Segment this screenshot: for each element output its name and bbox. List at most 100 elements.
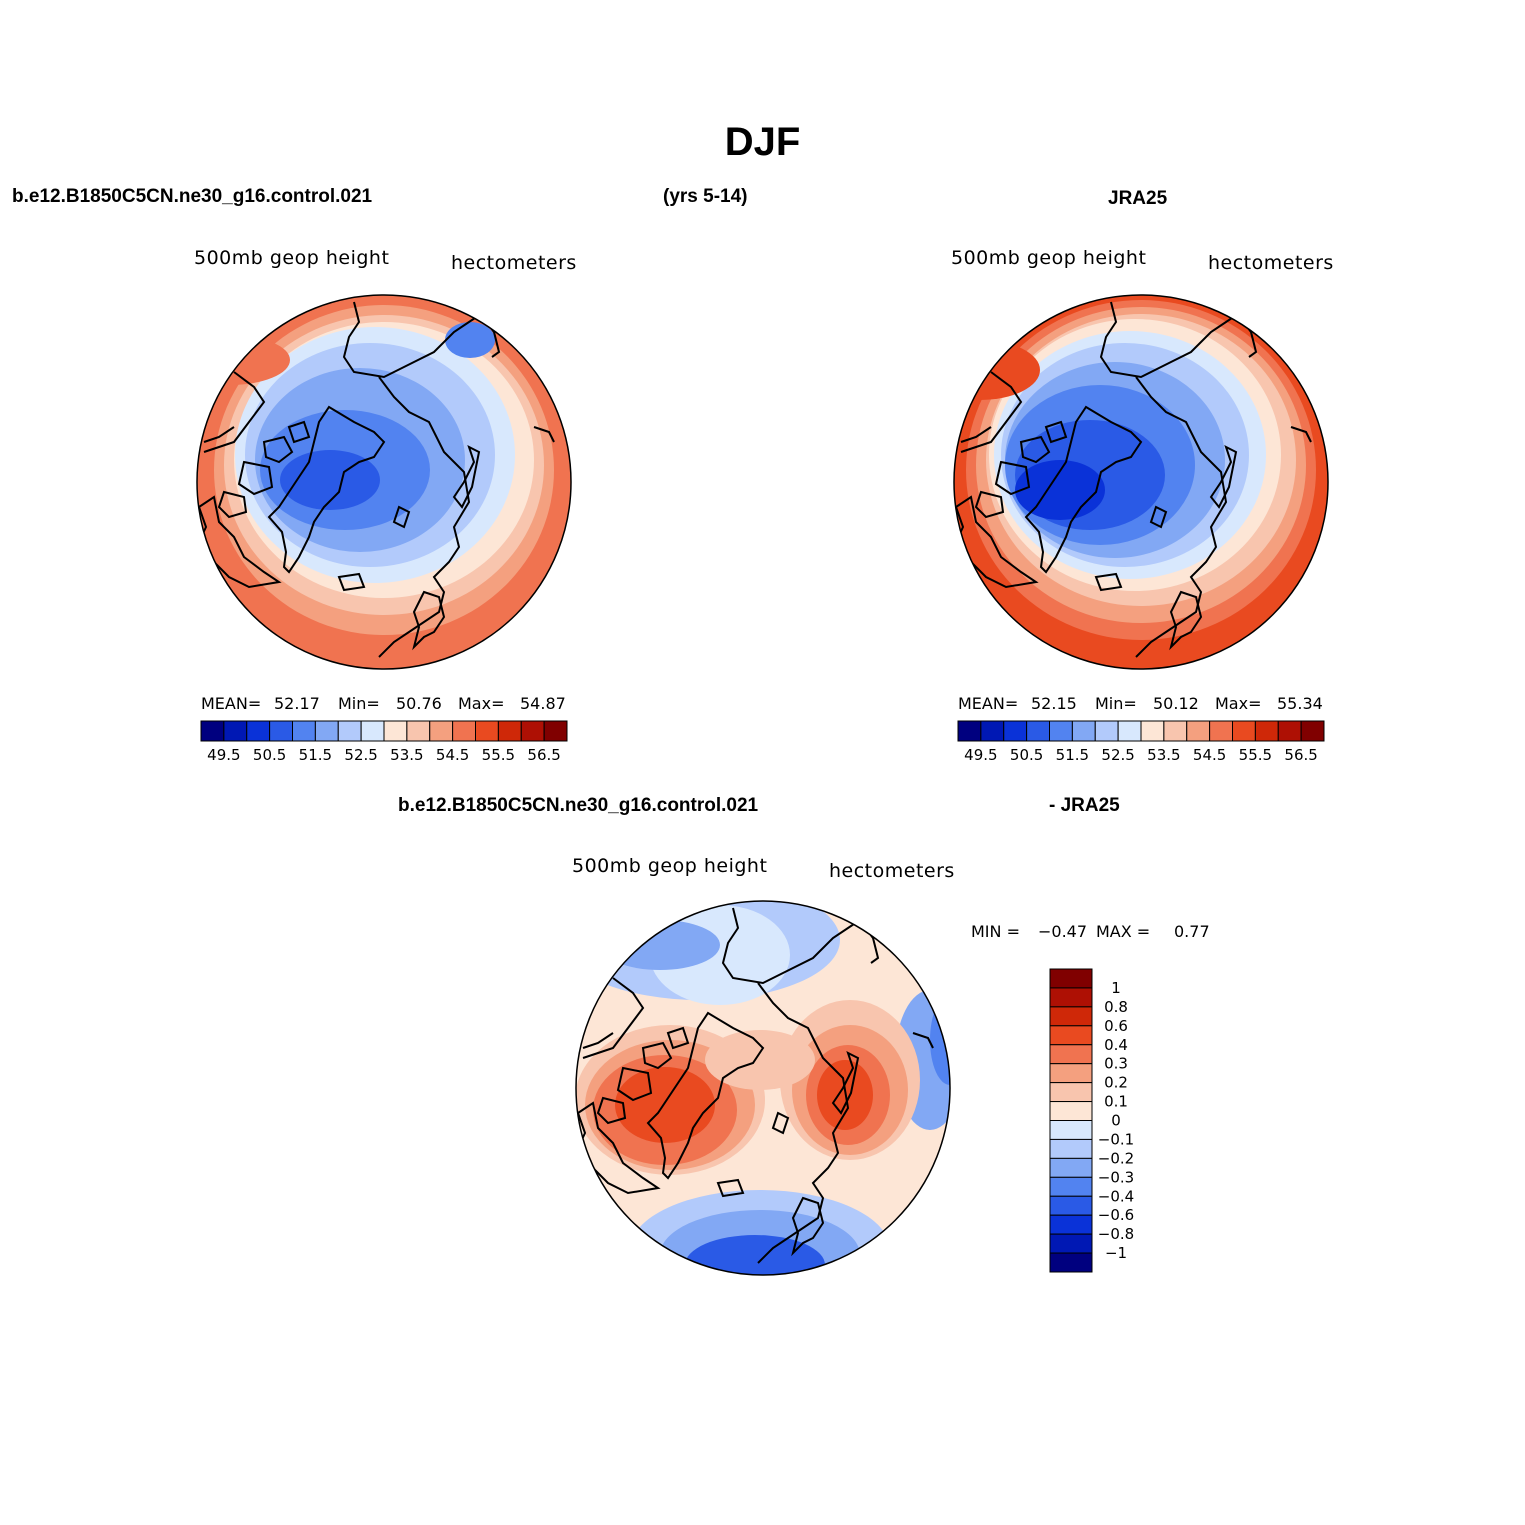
- diff-min-value: −0.47: [1038, 922, 1088, 941]
- diff-colorbar-swatch: [1049, 1006, 1093, 1027]
- model-colorbar-swatch: [337, 720, 362, 742]
- diff-max-label: MAX =: [1096, 922, 1151, 941]
- obs-colorbar-swatch: [1049, 720, 1073, 742]
- diff-colorbar-tick-label: 0.3: [1104, 1055, 1128, 1073]
- diff-colorbar-tick-label: −0.8: [1098, 1225, 1134, 1243]
- model-colorbar-tick-label: 49.5: [207, 746, 240, 764]
- obs-colorbar-tick-label: 53.5: [1147, 746, 1180, 764]
- obs-colorbar-swatch: [1140, 720, 1165, 742]
- diff-colorbar-swatch: [1049, 1233, 1093, 1254]
- obs-colorbar-swatch: [1232, 720, 1256, 742]
- obs-colorbar: 49.5 50.5 51.5 52.5 53.5 54.5 55.5 56.5: [957, 720, 1325, 764]
- obs-colorbar-swatch: [1071, 720, 1096, 742]
- model-colorbar-swatch: [452, 720, 476, 742]
- model-colorbar-swatch: [360, 720, 385, 742]
- diff-colorbar-swatch: [1049, 1082, 1093, 1103]
- model-min-label: Min=: [338, 694, 380, 713]
- diff-colorbar-tick-label: −0.4: [1098, 1187, 1134, 1205]
- diff-colorbar-tick-label: −0.3: [1098, 1168, 1134, 1186]
- model-map-border: [196, 294, 572, 670]
- years-header: (yrs 5-14): [663, 186, 748, 207]
- model-max-label: Max=: [458, 694, 505, 713]
- obs-colorbar-tick-label: 54.5: [1193, 746, 1226, 764]
- case-name-header: b.e12.B1850C5CN.ne30_g16.control.021: [12, 186, 373, 207]
- diff-max-value: 0.77: [1174, 922, 1210, 941]
- obs-colorbar-tick-label: 55.5: [1239, 746, 1272, 764]
- obs-colorbar-swatch: [1254, 720, 1279, 742]
- diff-variable-label: 500mb geop height: [572, 855, 768, 877]
- diff-colorbar-tick-label: 0.8: [1104, 998, 1128, 1016]
- model-colorbar-tick-label: 54.5: [436, 746, 469, 764]
- diff-colorbar-swatch: [1049, 1176, 1093, 1197]
- obs-variable-label: 500mb geop height: [951, 247, 1147, 269]
- diff-min-label: MIN =: [971, 922, 1020, 941]
- model-colorbar-swatch: [200, 720, 225, 742]
- model-colorbar-swatch: [314, 720, 339, 742]
- diff-colorbar-tick-label: 0.2: [1104, 1074, 1128, 1092]
- diff-colorbar-tick-label: −1: [1105, 1244, 1127, 1262]
- model-mean-label: MEAN=: [201, 694, 262, 713]
- obs-colorbar-swatch: [1026, 720, 1050, 742]
- diff-colorbar-tick-label: −0.6: [1098, 1206, 1134, 1224]
- diff-colorbar-tick-label: 0.4: [1104, 1036, 1128, 1054]
- model-colorbar: 49.5 50.5 51.5 52.5 53.5 54.5 55.5 56.5: [200, 720, 568, 764]
- model-colorbar-tick-label: 56.5: [527, 746, 560, 764]
- diff-colorbar-swatch: [1049, 1252, 1093, 1273]
- diff-colorbar-swatch: [1049, 1063, 1093, 1084]
- obs-colorbar-tick-label: 52.5: [1101, 746, 1134, 764]
- obs-colorbar-swatch: [1094, 720, 1119, 742]
- model-colorbar-swatch: [475, 720, 499, 742]
- diff-map-border: [575, 900, 951, 1276]
- diff-colorbar-swatch: [1049, 987, 1093, 1008]
- obs-colorbar-swatch: [1300, 720, 1325, 742]
- diff-colorbar-swatch: [1049, 1101, 1093, 1121]
- model-colorbar-swatch: [497, 720, 522, 742]
- obs-colorbar-swatch: [1277, 720, 1302, 742]
- diff-colorbar-swatch: [1049, 1157, 1093, 1178]
- obs-colorbar-swatch: [1163, 720, 1188, 742]
- diff-colorbar-tick-label: 0: [1111, 1112, 1121, 1130]
- model-colorbar-tick-label: 52.5: [344, 746, 377, 764]
- diff-colorbar-swatch: [1049, 1025, 1093, 1046]
- model-map: [197, 295, 571, 669]
- model-colorbar-swatch: [520, 720, 545, 742]
- diff-colorbar-tick-label: 1: [1111, 979, 1121, 997]
- model-colorbar-swatch: [246, 720, 271, 742]
- obs-colorbar-swatch: [957, 720, 982, 742]
- obs-name-header: JRA25: [1108, 188, 1168, 209]
- model-colorbar-tick-label: 51.5: [299, 746, 332, 764]
- diff-colorbar-tick-label: 0.6: [1104, 1017, 1128, 1035]
- diff-colorbar-tick-label: 0.1: [1104, 1093, 1128, 1111]
- model-colorbar-swatch: [383, 720, 408, 742]
- obs-units-label: hectometers: [1208, 252, 1334, 274]
- model-colorbar-swatch: [543, 720, 568, 742]
- obs-colorbar-swatch: [1186, 720, 1211, 742]
- model-mean-value: 52.17: [274, 694, 320, 713]
- model-colorbar-tick-label: 53.5: [390, 746, 423, 764]
- diff-colorbar-tick-label: −0.2: [1098, 1149, 1134, 1167]
- obs-colorbar-tick-label: 56.5: [1284, 746, 1317, 764]
- model-units-label: hectometers: [451, 252, 577, 274]
- obs-colorbar-tick-label: 51.5: [1056, 746, 1089, 764]
- obs-min-label: Min=: [1095, 694, 1137, 713]
- obs-map: [954, 295, 1328, 669]
- model-colorbar-swatch: [406, 720, 431, 742]
- obs-max-label: Max=: [1215, 694, 1262, 713]
- model-colorbar-swatch: [223, 720, 248, 742]
- obs-min-value: 50.12: [1153, 694, 1199, 713]
- page-title: DJF: [724, 120, 801, 164]
- diff-colorbar: 10.80.60.40.30.20.10−0.1−0.2−0.3−0.4−0.6…: [1049, 968, 1134, 1273]
- model-colorbar-swatch: [429, 720, 454, 742]
- diff-colorbar-swatch: [1049, 1195, 1093, 1216]
- model-colorbar-tick-label: 55.5: [482, 746, 515, 764]
- obs-colorbar-tick-label: 49.5: [964, 746, 997, 764]
- obs-map-border: [953, 294, 1329, 670]
- obs-mean-value: 52.15: [1031, 694, 1077, 713]
- diff-title-right: - JRA25: [1049, 795, 1120, 816]
- diff-colorbar-swatch: [1049, 1214, 1093, 1235]
- obs-colorbar-swatch: [980, 720, 1005, 742]
- obs-max-value: 55.34: [1277, 694, 1323, 713]
- diff-colorbar-swatch: [1049, 968, 1093, 989]
- diff-colorbar-swatch: [1049, 1138, 1093, 1159]
